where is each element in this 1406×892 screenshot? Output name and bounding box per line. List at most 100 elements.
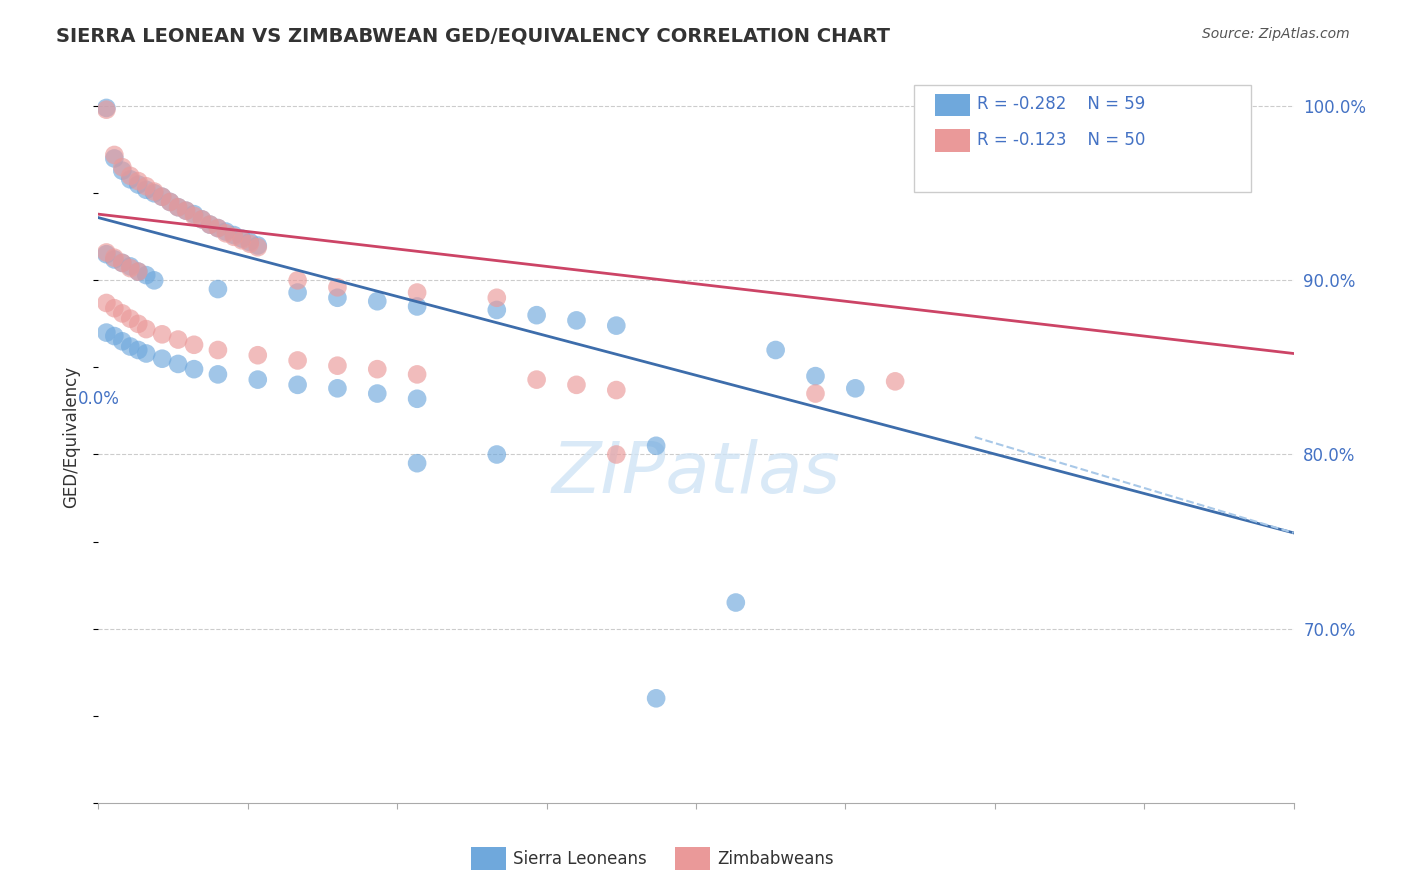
- Zimbabweans: [103, 251, 125, 265]
- Sierra Leoneans: [103, 152, 125, 166]
- Sierra Leoneans: [150, 351, 173, 366]
- Zimbabweans: [884, 375, 907, 389]
- Sierra Leoneans: [804, 369, 827, 384]
- Zimbabweans: [111, 306, 134, 320]
- Sierra Leoneans: [111, 256, 134, 270]
- Zimbabweans: [207, 343, 229, 357]
- Sierra Leoneans: [765, 343, 787, 357]
- Zimbabweans: [406, 285, 429, 300]
- Zimbabweans: [111, 160, 134, 174]
- Zimbabweans: [804, 386, 827, 401]
- Sierra Leoneans: [485, 448, 508, 462]
- Zimbabweans: [326, 359, 349, 373]
- Zimbabweans: [111, 256, 134, 270]
- Sierra Leoneans: [287, 285, 309, 300]
- Zimbabweans: [103, 301, 125, 316]
- Sierra Leoneans: [96, 247, 118, 261]
- Zimbabweans: [246, 348, 269, 362]
- Zimbabweans: [120, 261, 142, 276]
- Text: Source: ZipAtlas.com: Source: ZipAtlas.com: [1202, 27, 1350, 41]
- Text: ZIPatlas: ZIPatlas: [551, 439, 841, 508]
- Sierra Leoneans: [135, 346, 157, 360]
- Sierra Leoneans: [96, 101, 118, 115]
- Sierra Leoneans: [183, 207, 205, 221]
- Sierra Leoneans: [111, 334, 134, 349]
- Zimbabweans: [231, 233, 253, 247]
- Zimbabweans: [366, 362, 388, 376]
- Zimbabweans: [246, 240, 269, 254]
- Sierra Leoneans: [127, 343, 149, 357]
- Sierra Leoneans: [645, 439, 668, 453]
- Zimbabweans: [167, 333, 190, 347]
- Zimbabweans: [96, 296, 118, 310]
- Zimbabweans: [326, 280, 349, 294]
- Sierra Leoneans: [485, 302, 508, 317]
- Zimbabweans: [526, 373, 548, 387]
- Zimbabweans: [127, 174, 149, 188]
- Zimbabweans: [207, 221, 229, 235]
- Sierra Leoneans: [326, 291, 349, 305]
- Zimbabweans: [135, 179, 157, 194]
- Zimbabweans: [565, 377, 588, 392]
- Sierra Leoneans: [724, 595, 747, 609]
- Sierra Leoneans: [406, 456, 429, 470]
- Zimbabweans: [159, 194, 181, 209]
- Zimbabweans: [485, 291, 508, 305]
- Zimbabweans: [239, 236, 262, 251]
- Zimbabweans: [191, 212, 214, 227]
- Sierra Leoneans: [645, 691, 668, 706]
- Zimbabweans: [167, 200, 190, 214]
- Sierra Leoneans: [143, 273, 166, 287]
- Sierra Leoneans: [326, 381, 349, 395]
- Zimbabweans: [135, 322, 157, 336]
- Sierra Leoneans: [127, 178, 149, 192]
- Sierra Leoneans: [135, 268, 157, 282]
- Sierra Leoneans: [183, 362, 205, 376]
- Sierra Leoneans: [198, 218, 221, 232]
- Sierra Leoneans: [565, 313, 588, 327]
- Sierra Leoneans: [605, 318, 627, 333]
- Zimbabweans: [605, 448, 627, 462]
- Zimbabweans: [605, 383, 627, 397]
- Zimbabweans: [127, 265, 149, 279]
- Sierra Leoneans: [844, 381, 866, 395]
- Sierra Leoneans: [287, 377, 309, 392]
- Sierra Leoneans: [366, 386, 388, 401]
- Sierra Leoneans: [366, 294, 388, 309]
- Zimbabweans: [287, 273, 309, 287]
- Sierra Leoneans: [406, 392, 429, 406]
- Text: SIERRA LEONEAN VS ZIMBABWEAN GED/EQUIVALENCY CORRELATION CHART: SIERRA LEONEAN VS ZIMBABWEAN GED/EQUIVAL…: [56, 27, 890, 45]
- Zimbabweans: [120, 311, 142, 326]
- Sierra Leoneans: [207, 368, 229, 382]
- Sierra Leoneans: [222, 228, 245, 243]
- Zimbabweans: [96, 245, 118, 260]
- Zimbabweans: [96, 103, 118, 117]
- Sierra Leoneans: [246, 373, 269, 387]
- Sierra Leoneans: [159, 194, 181, 209]
- Sierra Leoneans: [103, 252, 125, 267]
- Text: 0.0%: 0.0%: [77, 390, 120, 408]
- Sierra Leoneans: [207, 221, 229, 235]
- Sierra Leoneans: [207, 282, 229, 296]
- Text: R = -0.282    N = 59: R = -0.282 N = 59: [977, 95, 1146, 113]
- Sierra Leoneans: [526, 308, 548, 322]
- Sierra Leoneans: [231, 231, 253, 245]
- Zimbabweans: [198, 218, 221, 232]
- Sierra Leoneans: [167, 200, 190, 214]
- Sierra Leoneans: [167, 357, 190, 371]
- Text: Zimbabweans: Zimbabweans: [717, 850, 834, 868]
- Zimbabweans: [183, 338, 205, 352]
- Sierra Leoneans: [406, 300, 429, 314]
- Sierra Leoneans: [174, 203, 197, 218]
- Sierra Leoneans: [96, 326, 118, 340]
- Sierra Leoneans: [150, 190, 173, 204]
- Zimbabweans: [222, 229, 245, 244]
- Zimbabweans: [143, 185, 166, 199]
- Sierra Leoneans: [246, 238, 269, 252]
- Y-axis label: GED/Equivalency: GED/Equivalency: [62, 366, 80, 508]
- Zimbabweans: [174, 203, 197, 218]
- Sierra Leoneans: [120, 260, 142, 274]
- Text: R = -0.123    N = 50: R = -0.123 N = 50: [977, 131, 1146, 149]
- Zimbabweans: [150, 327, 173, 342]
- Sierra Leoneans: [135, 183, 157, 197]
